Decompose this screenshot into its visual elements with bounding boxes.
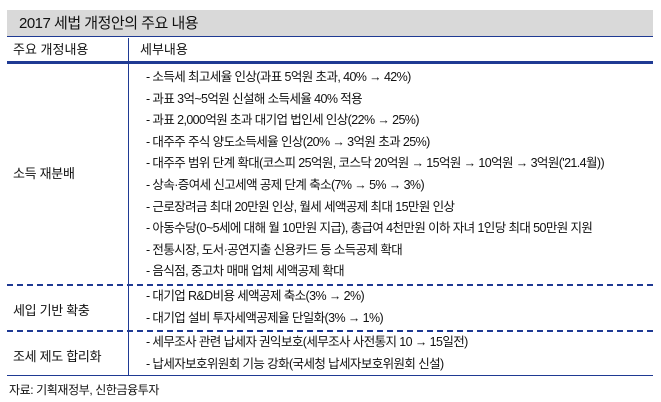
list-item: - 전통시장, 도서·공연지출 신용카드 등 소득공제 확대	[146, 242, 403, 257]
list-item: - 대기업 R&D비용 세액공제 축소(3% → 2%)	[146, 289, 365, 303]
section-divider	[7, 330, 653, 332]
section-tax-system: 조세 제도 합리화 - 세무조사 관련 납세자 권익보호(세무조사 사전통지 1…	[7, 332, 653, 375]
list-item: - 아동수당(0~5세에 대해 월 10만원 지급), 총급여 4천만원 이하 …	[146, 221, 593, 236]
list-item: - 납세자보호위원회 기능 강화(국세청 납세자보호위원회 신설)	[146, 356, 444, 371]
list-item: - 과표 3억~5억원 신설해 소득세율 40% 적용	[146, 91, 363, 106]
list-item: - 상속·증여세 신고세액 공제 단계 축소(7% → 5% → 3%)	[146, 177, 425, 192]
section-divider	[7, 284, 653, 286]
list-item: - 음식점, 중고차 매매 업체 세액공제 확대	[146, 264, 345, 279]
header-category: 주요 개정내용	[13, 42, 89, 57]
table-header: 주요 개정내용 세부내용	[7, 38, 653, 64]
source-note: 자료: 기획재정부, 신한금융투자	[9, 383, 160, 397]
list-item: - 근로장려금 최대 20만원 인상, 월세 세액공제 최대 15만원 인상	[146, 199, 455, 214]
header-details: 세부내용	[140, 42, 188, 57]
list-item: - 대주주 주식 양도소득세율 인상(20% → 3억원 초과 25%)	[146, 134, 430, 149]
section-category: 소득 재분배	[13, 166, 75, 181]
section-category: 세입 기반 확충	[13, 303, 90, 318]
section-income-redistribution: 소득 재분배 - 소득세 최고세율 인상(과표 5억원 초과, 40% → 42…	[7, 64, 653, 285]
section-category: 조세 제도 합리화	[13, 349, 102, 364]
table-bottom-rule	[7, 375, 653, 376]
list-item: - 대주주 범위 단계 확대(코스피 25억원, 코스닥 20억원 → 15억원…	[146, 156, 605, 171]
list-item: - 과표 2,000억원 초과 대기업 법인세 인상(22% → 25%)	[146, 113, 419, 128]
table-title: 2017 세법 개정안의 주요 내용	[7, 10, 653, 37]
list-item: - 대기업 설비 투자세액공제율 단일화(3% → 1%)	[146, 310, 384, 325]
list-item: - 소득세 최고세율 인상(과표 5억원 초과, 40% → 42%)	[146, 70, 411, 84]
column-divider	[128, 38, 129, 376]
list-item: - 세무조사 관련 납세자 권익보호(세무조사 사전통지 10 → 15일전)	[146, 335, 468, 349]
section-revenue-base: 세입 기반 확충 - 대기업 R&D비용 세액공제 축소(3% → 2%) - …	[7, 286, 653, 331]
